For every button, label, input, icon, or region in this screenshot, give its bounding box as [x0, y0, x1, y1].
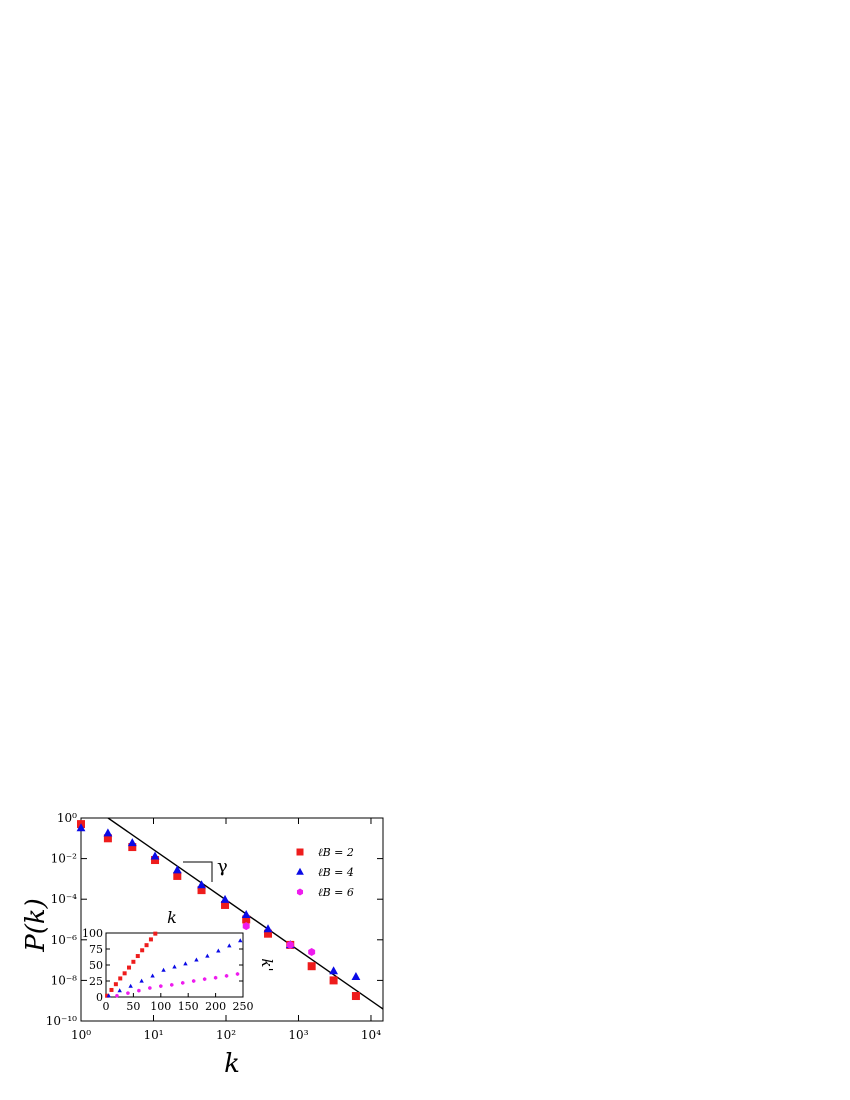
- marker: [122, 971, 127, 976]
- marker: [161, 967, 166, 972]
- inset-frame: [105, 932, 244, 998]
- marker: [103, 828, 113, 837]
- marker: [148, 986, 152, 991]
- inset-x-tick-label: 0: [103, 1000, 110, 1013]
- marker: [351, 972, 361, 981]
- legend-marker: [296, 848, 304, 856]
- plot-frame: [80, 817, 384, 1022]
- annotation: γ: [217, 856, 228, 877]
- marker: [351, 992, 360, 1001]
- marker: [103, 834, 112, 843]
- legend-label: ℓB = 6: [318, 886, 354, 899]
- legend-marker: [296, 888, 304, 896]
- y-tick-label: 10⁻⁶: [51, 933, 78, 947]
- marker: [139, 978, 144, 983]
- y-tick-label: 10⁻²: [51, 852, 78, 866]
- marker: [213, 975, 218, 980]
- x-axis-label: k: [224, 1049, 240, 1079]
- marker: [180, 980, 185, 985]
- marker: [127, 965, 132, 970]
- marker: [151, 856, 160, 865]
- marker: [144, 943, 149, 948]
- marker: [238, 938, 243, 943]
- marker: [242, 915, 251, 924]
- x-tick-label: 10⁴: [361, 1028, 381, 1042]
- marker: [227, 943, 232, 948]
- inset-y-tick-label: 25: [89, 975, 103, 988]
- marker: [191, 979, 196, 983]
- marker: [197, 880, 206, 889]
- marker: [216, 948, 221, 953]
- x-tick-label: 10¹: [143, 1028, 163, 1042]
- marker: [205, 953, 210, 958]
- marker: [109, 987, 114, 992]
- inset-x-tick-label: 100: [150, 1000, 171, 1013]
- inset-y-label: k': [258, 958, 276, 971]
- marker: [135, 954, 140, 959]
- marker: [242, 922, 250, 931]
- marker: [235, 971, 240, 976]
- inset-x-tick-label: 250: [233, 1000, 254, 1013]
- marker: [221, 900, 230, 909]
- marker: [172, 964, 177, 969]
- legend-label: ℓB = 4: [318, 866, 354, 879]
- marker: [202, 977, 207, 982]
- inset-x-label: k: [167, 908, 177, 927]
- y-tick-label: 10⁻⁴: [51, 892, 78, 906]
- x-tick-label: 10³: [288, 1028, 308, 1042]
- marker: [128, 983, 133, 988]
- marker: [241, 910, 251, 919]
- marker: [150, 851, 160, 860]
- marker: [159, 984, 163, 989]
- x-tick-label: 10²: [216, 1028, 236, 1042]
- marker: [115, 993, 119, 998]
- marker: [286, 940, 294, 949]
- marker: [128, 843, 137, 852]
- marker: [170, 982, 174, 987]
- marker: [127, 838, 137, 847]
- slope-bracket: [183, 861, 213, 882]
- inset-y-tick-label: 75: [89, 943, 103, 956]
- marker: [264, 929, 273, 938]
- inset-x-tick-label: 50: [126, 1000, 140, 1013]
- marker: [140, 948, 145, 953]
- y-tick-label: 10⁻⁸: [51, 973, 78, 987]
- marker: [105, 993, 110, 998]
- marker: [197, 886, 206, 895]
- inset-y-tick-label: 50: [89, 959, 103, 972]
- x-tick-label: 10⁰: [71, 1028, 91, 1042]
- marker: [126, 991, 130, 996]
- marker: [224, 973, 229, 978]
- inset-x-tick-label: 150: [178, 1000, 199, 1013]
- marker: [76, 823, 86, 832]
- marker: [117, 988, 122, 993]
- marker: [113, 982, 118, 987]
- marker: [172, 865, 182, 874]
- inset-x-tick-label: 200: [205, 1000, 226, 1013]
- marker: [173, 871, 182, 880]
- legend-label: ℓB = 2: [318, 846, 354, 859]
- marker: [131, 959, 136, 964]
- marker: [150, 973, 155, 978]
- marker: [307, 962, 316, 971]
- legend-marker: [296, 867, 304, 875]
- marker: [106, 993, 111, 998]
- marker: [263, 924, 273, 933]
- y-tick-label: 10⁰: [57, 811, 77, 825]
- marker: [137, 988, 141, 993]
- marker: [183, 961, 188, 966]
- marker: [329, 976, 338, 985]
- marker: [308, 948, 316, 957]
- marker: [194, 957, 199, 962]
- inset-y-tick-label: 100: [82, 927, 103, 940]
- marker: [118, 976, 123, 981]
- marker: [153, 931, 158, 936]
- marker: [148, 937, 153, 942]
- y-axis-label: P(k): [21, 898, 51, 953]
- y-tick-label: 10⁻¹⁰: [46, 1014, 77, 1028]
- marker: [220, 894, 230, 903]
- inset-y-tick-label: 0: [96, 991, 103, 1004]
- marker: [329, 966, 338, 975]
